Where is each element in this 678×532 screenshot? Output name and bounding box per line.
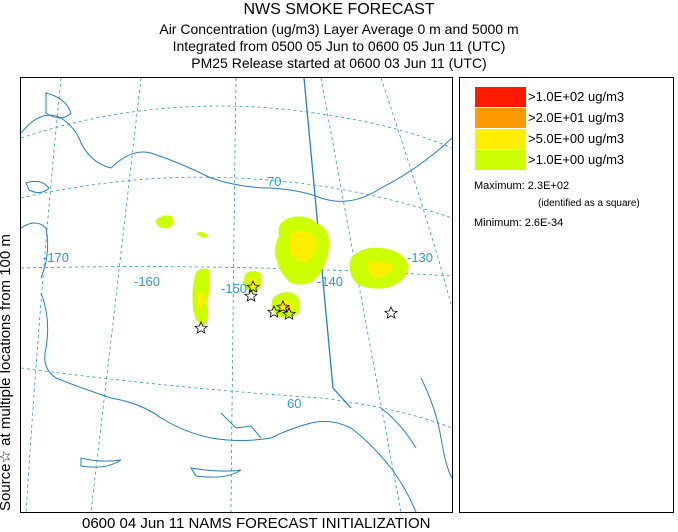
source-star-icon	[281, 307, 297, 320]
legend-label-1: >1.0E+02 ug/m3	[528, 89, 625, 104]
source-star-icon	[243, 289, 259, 302]
border-line	[303, 78, 352, 409]
graticule-line	[320, 78, 402, 512]
maximum-note: (identified as a square)	[538, 198, 640, 209]
latitude-label: 70	[267, 174, 281, 189]
legend-label-2: >2.0E+01 ug/m3	[528, 110, 625, 125]
plume-region	[366, 261, 393, 278]
legend-swatch-3	[475, 129, 526, 149]
longitude-label: -150	[221, 281, 247, 296]
page-title: NWS SMOKE FORECAST	[243, 1, 435, 18]
source-star-icon	[383, 306, 399, 319]
graticule-line	[230, 78, 237, 512]
source-star-icon	[275, 300, 291, 313]
legend-panel: >1.0E+02 ug/m3 >2.0E+01 ug/m3 >5.0E+00 u…	[459, 77, 674, 513]
legend-label-4: >1.0E+00 ug/m3	[528, 152, 625, 167]
source-markers	[193, 280, 399, 334]
plume-region	[197, 292, 205, 310]
source-location-label: Source☆ at multiple locations from 100 m	[0, 234, 14, 511]
plume-region	[289, 231, 317, 263]
maximum-value: Maximum: 2.3E+02	[474, 180, 570, 192]
graticule-line	[21, 367, 452, 429]
graticule-line	[380, 78, 452, 309]
map-canvas[interactable]: -170 -160 -150 -140 -130 70 60	[21, 78, 452, 512]
graticule-line	[25, 78, 62, 512]
smoke-plumes	[155, 215, 409, 326]
map-panel[interactable]: -170 -160 -150 -140 -130 70 60	[20, 77, 453, 513]
graticule-line	[21, 176, 452, 219]
source-star-icon	[245, 280, 261, 293]
longitude-label: -140	[317, 274, 343, 289]
legend-swatch-1	[475, 87, 526, 107]
side-label-container: Source☆ at multiple locations from 100 m	[0, 77, 20, 511]
subtitle-integration: Integrated from 0500 05 Jun to 0600 05 J…	[172, 38, 506, 54]
legend-swatch-4	[475, 150, 526, 170]
coastline	[21, 92, 452, 512]
plume-region	[155, 215, 174, 229]
minimum-value: Minimum: 2.6E-34	[474, 217, 564, 229]
subtitle-release: PM25 Release started at 0600 03 Jun 11 (…	[191, 55, 487, 71]
graticule-line	[21, 105, 452, 149]
forecast-initialization: 0600 04 Jun 11 NAMS FORECAST INITIALIZAT…	[82, 515, 431, 532]
longitude-label: -160	[134, 274, 160, 289]
subtitle-concentration: Air Concentration (ug/m3) Layer Average …	[159, 21, 519, 37]
plume-region	[196, 232, 209, 238]
legend-swatch-2	[475, 108, 526, 128]
graticule-line	[90, 78, 142, 512]
legend-label-3: >5.0E+00 ug/m3	[528, 131, 625, 146]
plume-region	[303, 263, 316, 283]
source-star-icon	[193, 321, 209, 334]
longitude-label: -130	[407, 250, 433, 265]
longitude-label: -170	[43, 250, 69, 265]
source-star-icon	[266, 305, 282, 318]
latitude-label: 60	[287, 396, 301, 411]
maximum-square	[285, 306, 290, 310]
